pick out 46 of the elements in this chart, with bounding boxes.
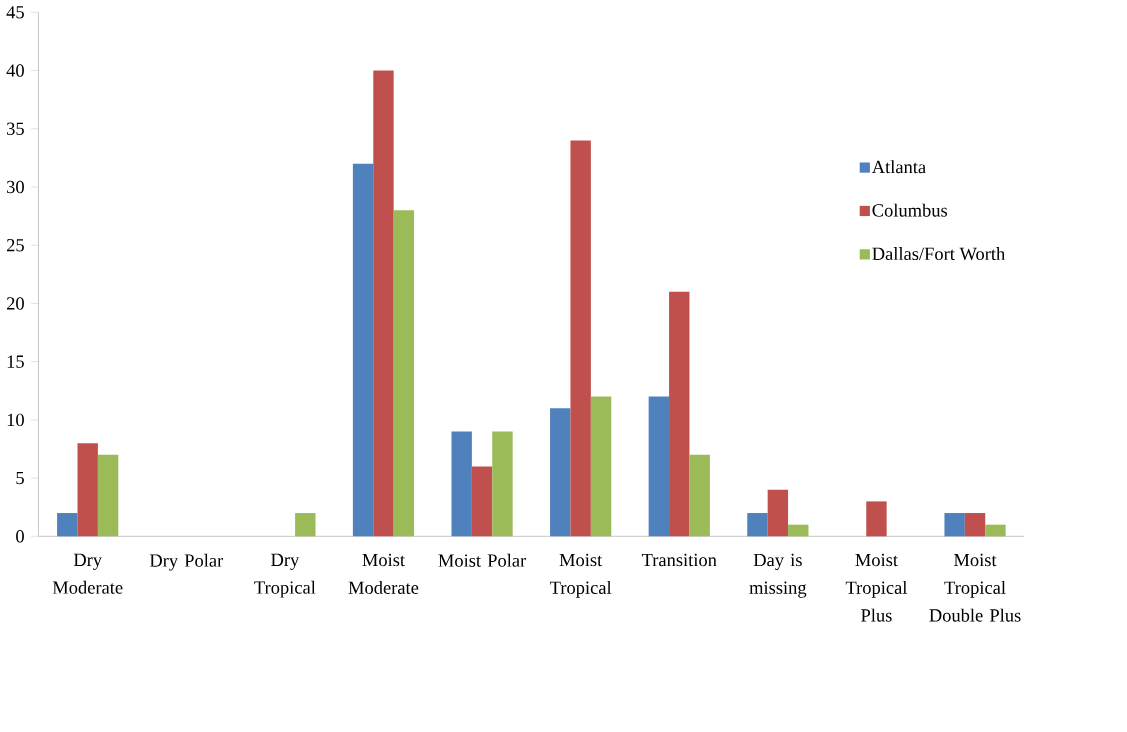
bar: [393, 210, 415, 537]
x-tick-label: Dry Polar: [149, 553, 224, 571]
y-tick-label: 40: [6, 64, 24, 77]
y-tick-label: 35: [7, 122, 24, 135]
y-tick-label: 30: [7, 180, 24, 194]
bar: [788, 524, 809, 537]
bar: [964, 513, 986, 537]
bar: [767, 489, 789, 537]
bar: [97, 454, 119, 537]
y-tick-label: 10: [7, 413, 24, 427]
bar: [689, 454, 710, 537]
bar: [747, 513, 768, 537]
bar: [985, 524, 1006, 537]
y-tick-label: 25: [6, 239, 24, 252]
x-tick-label: Moist Polar: [438, 553, 527, 567]
bar: [590, 396, 612, 537]
x-tick-label: Moist Tropical Double Plus: [929, 553, 1021, 622]
x-tick-label: Dry Tropical: [254, 553, 316, 598]
x-tick-label: Moist Tropical Plus: [845, 553, 908, 622]
bar: [648, 396, 670, 537]
bar: [451, 431, 472, 537]
y-tick-label: 45: [6, 6, 24, 19]
y-tick-label: 5: [16, 471, 24, 485]
bar: [471, 466, 493, 537]
bar: [492, 431, 513, 537]
legend-label: Columbus: [872, 203, 948, 217]
legend-label: Dallas/Fort Worth: [872, 247, 1006, 261]
x-tick-label: Day is missing: [749, 553, 807, 598]
x-tick-label: Transition: [641, 553, 717, 567]
bar: [352, 163, 374, 537]
bar: [550, 408, 571, 537]
bar: [669, 291, 690, 537]
bar: [866, 501, 887, 537]
bar: [295, 513, 316, 537]
x-tick-label: Moist Moderate: [348, 553, 419, 594]
x-tick-label: Moist Tropical: [550, 553, 612, 598]
bar: [570, 140, 591, 537]
bar: [373, 70, 394, 537]
bar: [944, 513, 965, 537]
legend-label: Atlanta: [871, 160, 926, 174]
bar: [57, 513, 78, 537]
x-tick-label: Dry Moderate: [52, 553, 123, 594]
y-tick-label: 15: [7, 355, 24, 368]
y-tick-label: 20: [6, 297, 24, 310]
bar: [77, 443, 98, 537]
y-tick-label: 0: [16, 530, 24, 543]
